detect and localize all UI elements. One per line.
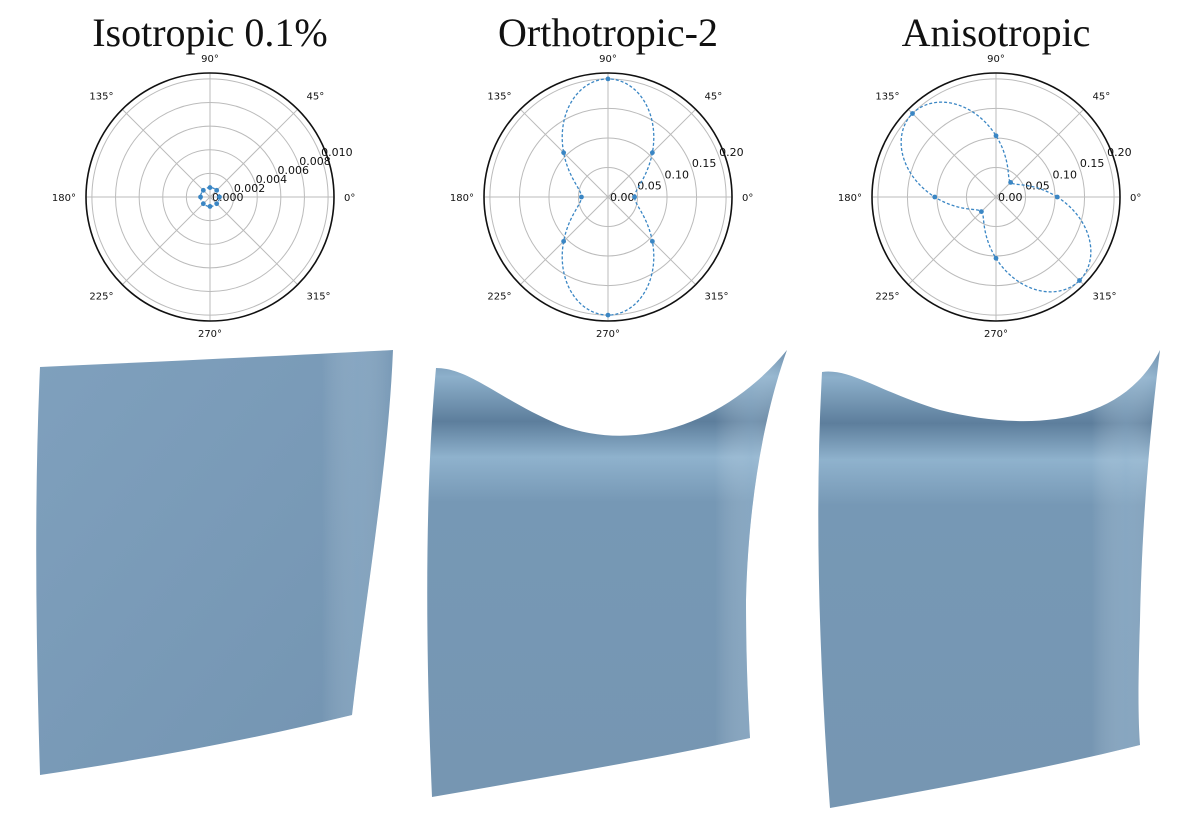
angle-tick-label: 225° [89, 291, 113, 302]
cloth-render-anisotropic [818, 350, 1160, 808]
data-point [200, 201, 206, 207]
grid-spoke [209, 108, 299, 198]
radial-tick-label: 0.00 [610, 191, 635, 204]
grid-spoke [121, 108, 211, 198]
radial-tick-label: 0.000 [212, 191, 244, 204]
data-point [910, 111, 915, 116]
angle-tick-label: 45° [1092, 92, 1110, 103]
radial-tick-label: 0.20 [1107, 146, 1132, 159]
radial-tick-label: 0.10 [665, 168, 690, 181]
data-point [1008, 179, 1014, 185]
chart-title: Orthotropic-2 [498, 10, 718, 55]
data-point [207, 185, 213, 190]
radial-tick-label: 0.15 [1080, 157, 1105, 170]
angle-tick-label: 0° [1130, 193, 1141, 204]
angle-tick-label: 45° [306, 92, 324, 103]
data-point [200, 187, 206, 193]
angle-tick-label: 135° [487, 92, 511, 103]
angle-tick-label: 90° [987, 54, 1005, 65]
data-point [632, 194, 637, 200]
angle-tick-label: 135° [89, 92, 113, 103]
angle-tick-label: 0° [742, 193, 753, 204]
angle-tick-label: 180° [838, 193, 862, 204]
cloth-render-isotropic [36, 350, 393, 775]
grid-spoke [907, 108, 997, 198]
radial-tick-label: 0.05 [637, 180, 662, 193]
chart-title: Anisotropic [902, 10, 1091, 55]
angle-tick-label: 315° [1092, 291, 1116, 302]
cloth-render-orthotropic [427, 350, 787, 797]
data-point [978, 209, 984, 215]
polar-chart-orthotropic: Orthotropic-2 0° 45° 90° 135° 180° 225° 270° 31… [450, 10, 753, 340]
polar-frame [871, 72, 1121, 322]
data-point [217, 194, 222, 200]
radial-tick-label: 0.002 [234, 182, 266, 195]
angle-tick-label: 315° [704, 291, 728, 302]
angle-tick-label: 180° [450, 193, 474, 204]
radial-tick-label: 0.00 [998, 191, 1023, 204]
data-point [207, 204, 213, 209]
angle-tick-label: 90° [599, 54, 617, 65]
data-point [214, 201, 220, 207]
angle-tick-label: 225° [875, 291, 899, 302]
data-point [561, 150, 567, 156]
radial-tick-label: 0.15 [692, 157, 717, 170]
data-point [579, 194, 584, 200]
data-point [561, 238, 567, 244]
angle-tick-label: 180° [52, 193, 76, 204]
angle-tick-label: 0° [344, 193, 355, 204]
grid-spoke [121, 196, 211, 286]
polar-chart-isotropic: Isotropic 0.1% 0° 45° 90° 135° 180° 225° 270° 3… [52, 10, 355, 340]
radial-tick-label: 0.004 [256, 173, 288, 186]
grid-spoke [995, 196, 1085, 286]
radial-tick-label: 0.10 [1053, 168, 1078, 181]
angle-tick-label: 270° [596, 329, 620, 340]
polar-frame [85, 72, 335, 322]
data-point [993, 133, 999, 139]
data-point [605, 76, 611, 82]
angle-tick-label: 315° [306, 291, 330, 302]
radial-tick-label: 0.20 [719, 146, 744, 159]
polar-frame [483, 72, 733, 322]
angle-tick-label: 135° [875, 92, 899, 103]
data-point [198, 194, 203, 200]
data-point [605, 312, 611, 318]
data-point [214, 187, 220, 193]
data-point [649, 238, 655, 244]
angle-tick-label: 270° [984, 329, 1008, 340]
radial-tick-label: 0.008 [299, 155, 331, 168]
radial-tick-label: 0.010 [321, 146, 353, 159]
angle-tick-label: 270° [198, 329, 222, 340]
data-point [1077, 278, 1082, 283]
data-point [1054, 194, 1060, 200]
angle-tick-label: 45° [704, 92, 722, 103]
chart-title: Isotropic 0.1% [92, 10, 328, 55]
angle-tick-label: 90° [201, 54, 219, 65]
data-point [649, 150, 655, 156]
data-point [932, 194, 938, 200]
angle-tick-label: 225° [487, 291, 511, 302]
radial-tick-label: 0.006 [277, 164, 309, 177]
polar-chart-anisotropic: Anisotropic 0° 45° 90° 135° 180° 225° 270° 315°… [838, 10, 1141, 340]
grid-spoke [209, 196, 299, 286]
data-point [993, 255, 999, 261]
